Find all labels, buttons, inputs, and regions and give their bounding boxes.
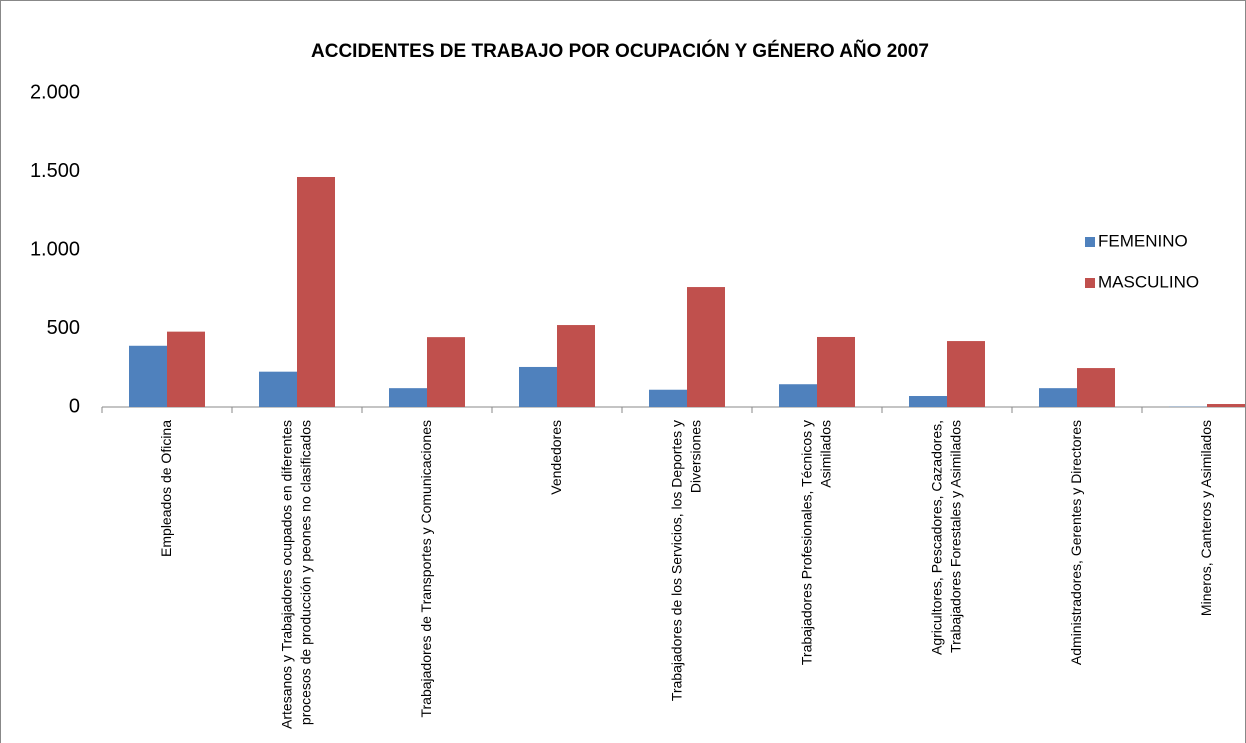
bar [947,341,985,407]
bar [259,371,297,407]
bar [167,331,205,407]
x-tick-label: Administradores, Gerentes y Directores [1068,420,1084,665]
legend-label: MASCULINO [1098,272,1199,291]
x-tick-label: Mineros, Canteros y Asimilados [1198,420,1214,616]
y-tick-label: 500 [47,317,80,339]
y-tick-label: 0 [69,395,80,417]
chart-title: ACCIDENTES DE TRABAJO POR OCUPACIÓN Y GÉ… [311,40,929,62]
bar [427,337,465,407]
x-tick-label: Trabajadores de Transportes y Comunicaci… [418,420,434,718]
bar [389,388,427,407]
bar [649,389,687,407]
x-tick-label: Trabajadores de los Servicios, los Depor… [668,420,703,701]
bar [557,325,595,407]
y-tick-label: 2.000 [30,81,80,103]
bar [909,396,947,407]
legend-swatch [1085,278,1095,288]
y-tick-label: 1.500 [30,160,80,182]
x-tick-label: Empleados de Oficina [158,420,174,557]
bar [297,176,335,407]
x-tick-label: Trabajadores Profesionales, Técnicos y As… [798,420,833,665]
x-tick-label: Vendedores [548,420,564,495]
bar [1039,388,1077,407]
bar [687,287,725,407]
x-tick-label: Artesanos y Trabajadores ocupados en dif… [278,420,313,729]
bar [1207,404,1245,407]
bar [519,366,557,407]
legend-label: FEMENINO [1098,231,1188,250]
bar [129,345,167,407]
y-tick-label: 1.000 [30,238,80,260]
bar [817,336,855,407]
x-tick-label: Agricultores, Pescadores, Cazadores, Trab… [928,420,963,655]
legend-swatch [1085,237,1095,247]
bar [779,384,817,407]
bar [1077,368,1115,407]
